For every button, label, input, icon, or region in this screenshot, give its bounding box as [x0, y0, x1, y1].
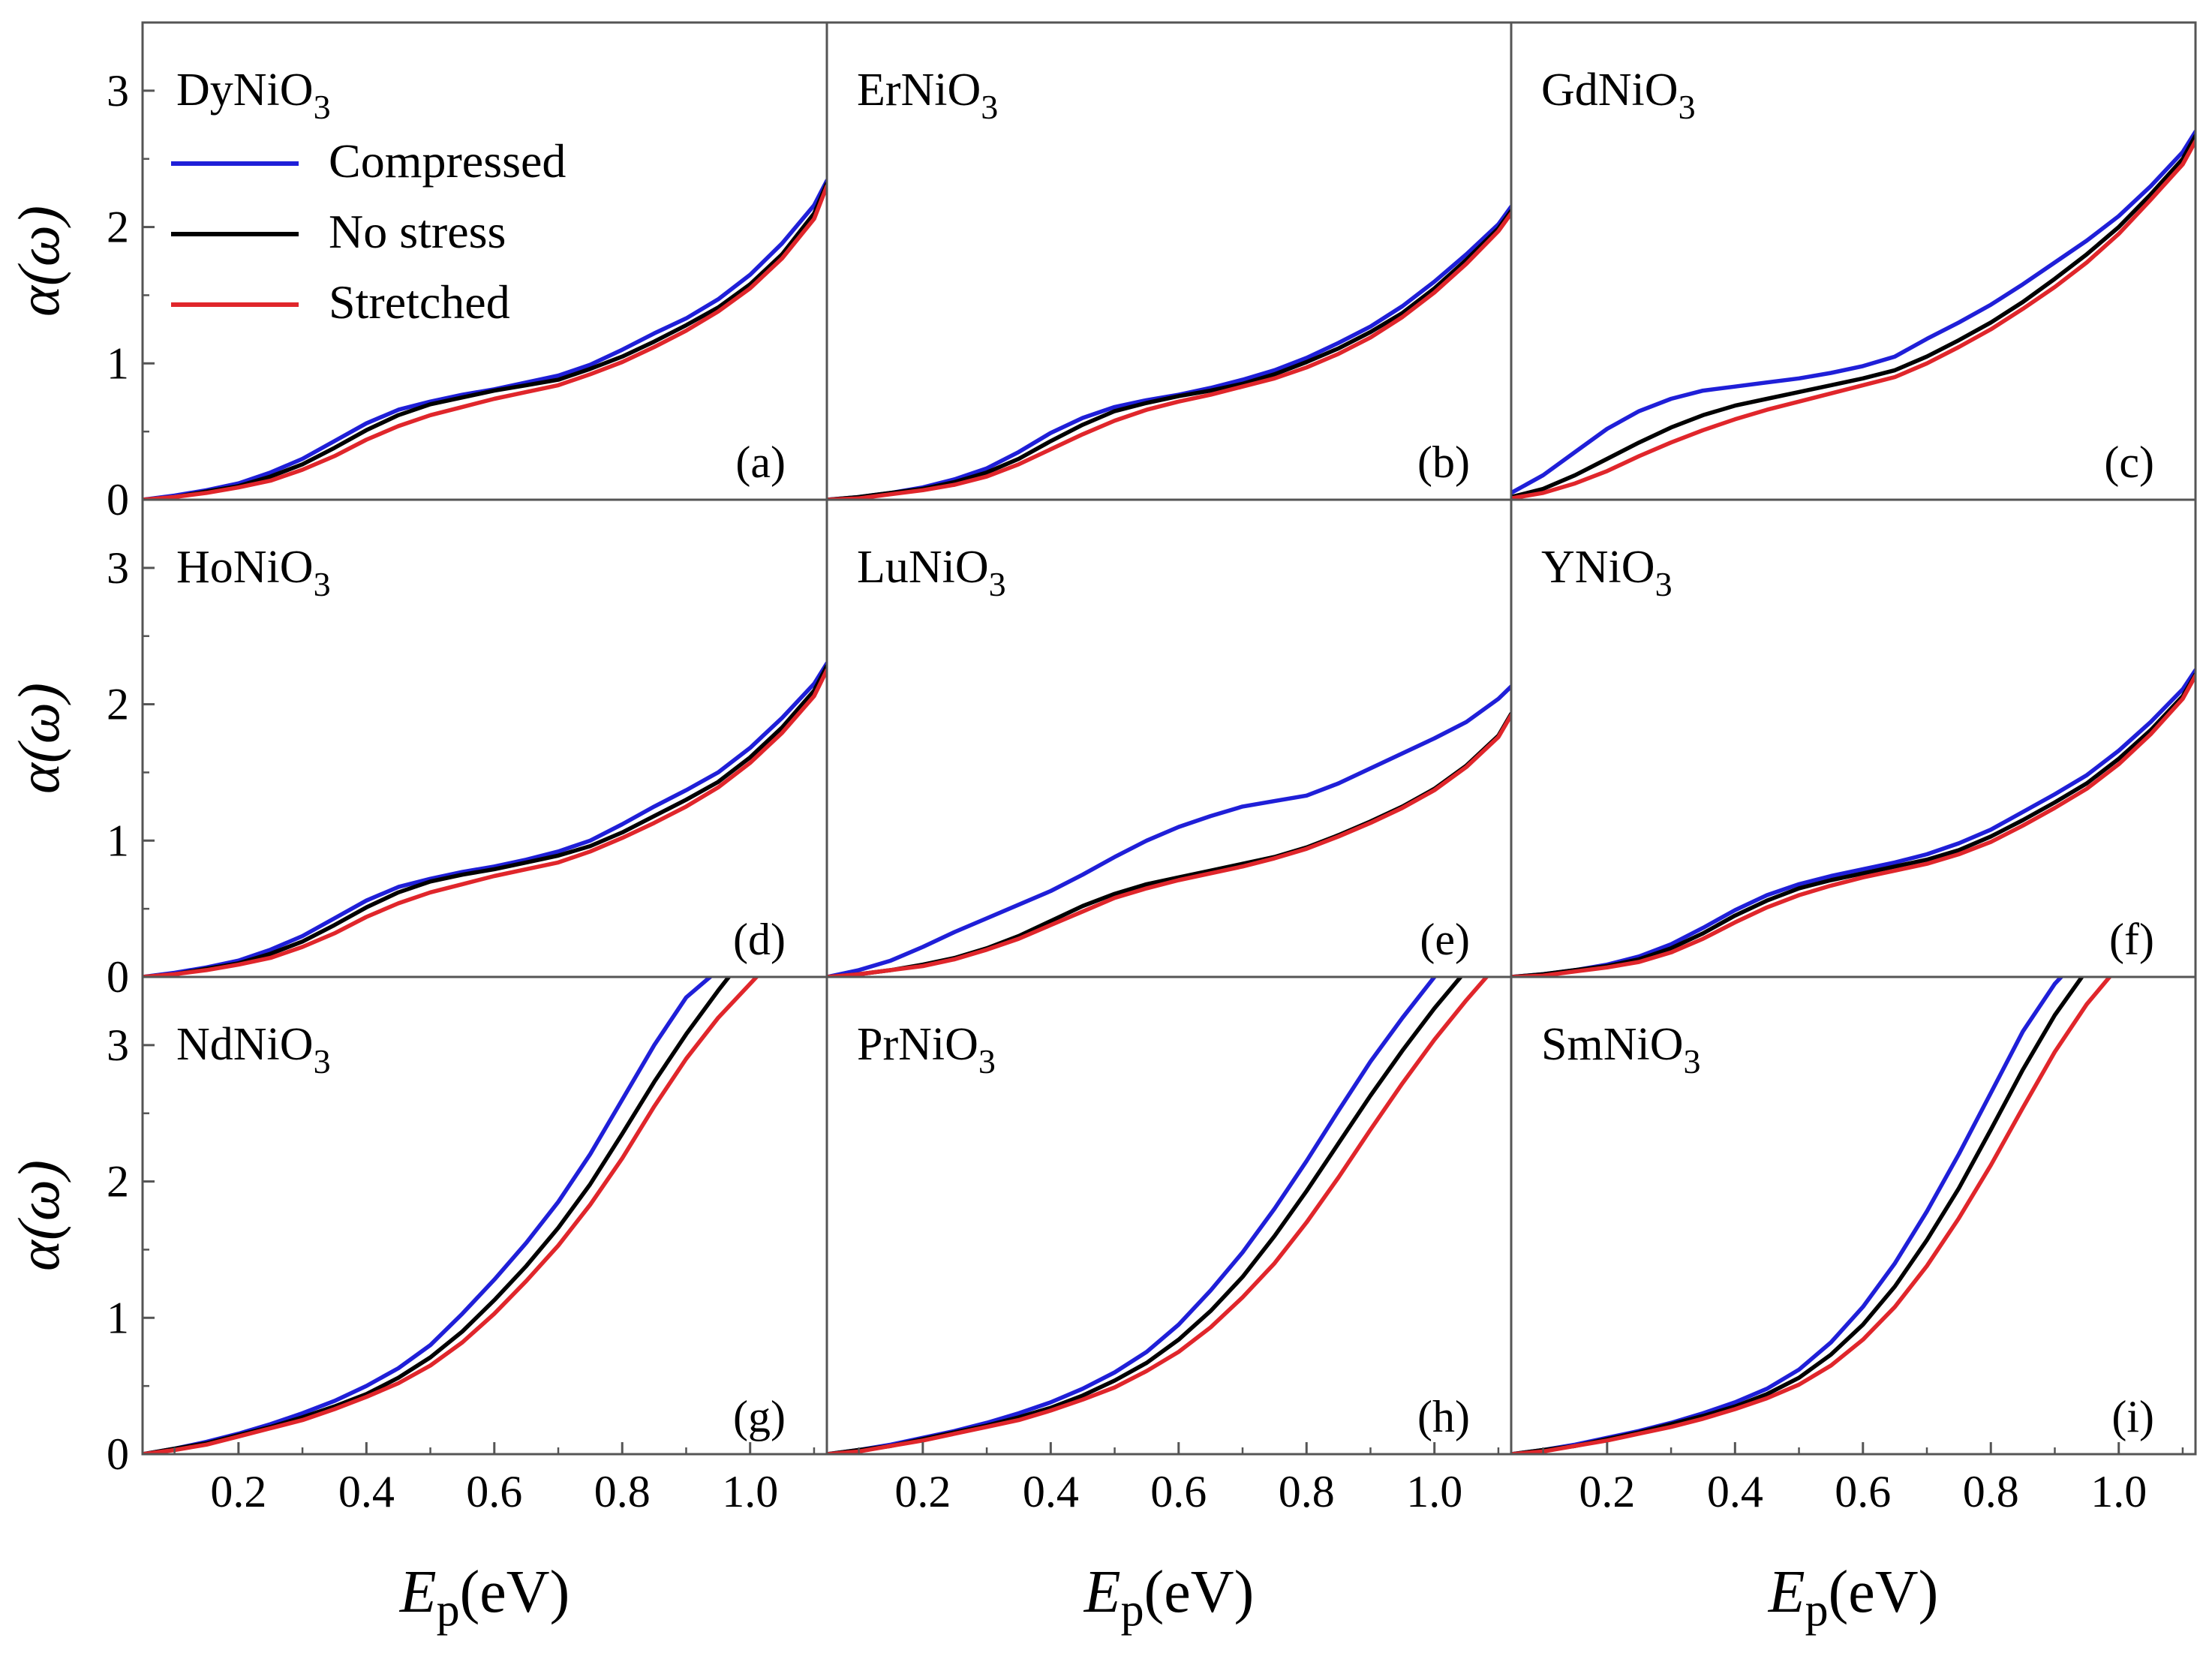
- series-group: [1511, 668, 2195, 977]
- series-line-stretched: [827, 977, 1489, 1454]
- legend-label-compressed: Compressed: [329, 134, 566, 188]
- legend-label-stretched: Stretched: [329, 275, 510, 329]
- x-tick-label: 1.0: [2090, 1467, 2147, 1516]
- x-axis-label: Ep(eV): [1768, 1559, 1938, 1636]
- panel-title: ErNiO3: [857, 65, 998, 126]
- series-line-no-stress: [827, 209, 1511, 500]
- panel-tag: (d): [733, 915, 786, 964]
- y-tick-label: 1: [107, 338, 129, 388]
- y-axis-label: α(ω): [6, 1160, 71, 1271]
- panel-title: SmNiO3: [1541, 1019, 1700, 1080]
- panel-tag: (i): [2111, 1392, 2154, 1441]
- series-line-stretched: [827, 713, 1511, 977]
- y-tick-label: 3: [107, 66, 129, 116]
- series-line-stretched: [1511, 139, 2195, 500]
- panel-tag: (b): [1417, 437, 1470, 487]
- y-tick-label: 3: [107, 1020, 129, 1070]
- series-line-compressed: [1511, 668, 2195, 977]
- y-axis-label: α(ω): [6, 683, 71, 794]
- y-tick-label: 0: [107, 475, 129, 524]
- panel-i: 0.2 0.4 0.6 0.8 1.0 Ep(eV) SmNiO3 (i): [1510, 975, 2197, 1636]
- panel-h: 0.2 0.4 0.6 0.8 1.0 Ep(eV) PrNiO3 (h): [825, 975, 1513, 1636]
- series-line-compressed: [1511, 129, 2195, 495]
- x-tick-label: 0.4: [338, 1467, 395, 1516]
- series-line-compressed: [827, 684, 1511, 977]
- series-line-compressed: [143, 661, 827, 977]
- series-line-no-stress: [1511, 672, 2195, 977]
- panel-f: YNiO3 (f): [1510, 498, 2197, 978]
- x-tick-label: 0.6: [1150, 1467, 1207, 1516]
- panel-g: 0 1 2 3 α(ω) 0.2 0.4 0.6 0.8 1.0 Ep(eV) NdNiO3 (g): [6, 975, 828, 1636]
- series-line-no-stress: [143, 663, 827, 977]
- legend-label-no-stress: No stress: [329, 205, 506, 258]
- panel-title: LuNiO3: [857, 542, 1006, 603]
- series-group: [827, 977, 1489, 1454]
- panel-grid: 0 1 2 3 α(ω) DyNiO3 (a) ErNiO3 (b) GdNiO3 (c) 0 1 2 3 α…: [6, 21, 2197, 1636]
- x-tick-label: 0.2: [1579, 1467, 1635, 1516]
- series-line-no-stress: [143, 181, 827, 500]
- panel-frame: [1510, 975, 2197, 1456]
- x-tick-label: 0.6: [1835, 1467, 1891, 1516]
- series-line-stretched: [1511, 673, 2195, 977]
- x-tick-label: 0.4: [1023, 1467, 1079, 1516]
- y-tick-label: 1: [107, 816, 129, 865]
- x-tick-label: 0.2: [210, 1467, 266, 1516]
- panel-c: GdNiO3 (c): [1510, 21, 2197, 501]
- x-tick-label: 0.8: [1279, 1467, 1335, 1516]
- y-tick-label: 1: [107, 1293, 129, 1342]
- panel-a: 0 1 2 3 α(ω) DyNiO3 (a): [6, 21, 828, 524]
- panel-d: 0 1 2 3 α(ω) HoNiO3 (d): [6, 498, 828, 1002]
- x-tick-label: 0.2: [894, 1467, 951, 1516]
- x-tick-label: 1.0: [722, 1467, 778, 1516]
- panel-tag: (f): [2109, 915, 2154, 964]
- panel-tag: (e): [1420, 915, 1470, 964]
- series-line-stretched: [143, 977, 760, 1454]
- series-line-stretched: [1511, 977, 2113, 1454]
- panel-tag: (a): [735, 437, 786, 487]
- x-tick-label: 1.0: [1406, 1467, 1462, 1516]
- y-tick-label: 0: [107, 1429, 129, 1479]
- x-tick-label: 0.4: [1707, 1467, 1763, 1516]
- series-line-stretched: [827, 211, 1511, 500]
- series-line-stretched: [143, 668, 827, 977]
- series-group: [143, 661, 827, 977]
- x-axis-label: Ep(eV): [399, 1559, 570, 1636]
- x-axis-label: Ep(eV): [1083, 1559, 1254, 1636]
- series-group: [1511, 129, 2195, 500]
- panel-title: GdNiO3: [1541, 65, 1696, 126]
- y-tick-label: 2: [107, 203, 129, 252]
- panel-title: NdNiO3: [176, 1019, 331, 1080]
- panel-title: DyNiO3: [176, 65, 331, 126]
- panel-tag: (h): [1417, 1392, 1470, 1441]
- panel-tag: (g): [733, 1392, 786, 1441]
- series-line-compressed: [143, 977, 714, 1454]
- series-group: [827, 684, 1511, 977]
- x-tick-label: 0.6: [466, 1467, 522, 1516]
- series-group: [143, 179, 827, 500]
- series-group: [827, 204, 1511, 500]
- panel-title: PrNiO3: [857, 1019, 996, 1080]
- x-tick-label: 0.8: [594, 1467, 651, 1516]
- x-tick-label: 0.8: [1963, 1467, 2019, 1516]
- legend: Compressed No stress Stretched: [171, 134, 566, 329]
- series-line-no-stress: [1511, 134, 2195, 500]
- panel-title: YNiO3: [1541, 542, 1673, 603]
- series-group: [1511, 977, 2113, 1454]
- y-axis-label: α(ω): [6, 206, 71, 317]
- panel-e: LuNiO3 (e): [825, 498, 1513, 978]
- y-tick-label: 0: [107, 952, 129, 1002]
- y-tick-label: 3: [107, 543, 129, 593]
- panel-title: HoNiO3: [176, 542, 331, 603]
- series-line-stretched: [143, 184, 827, 500]
- y-tick-label: 2: [107, 680, 129, 729]
- y-tick-label: 2: [107, 1157, 129, 1207]
- panel-tag: (c): [2104, 437, 2154, 487]
